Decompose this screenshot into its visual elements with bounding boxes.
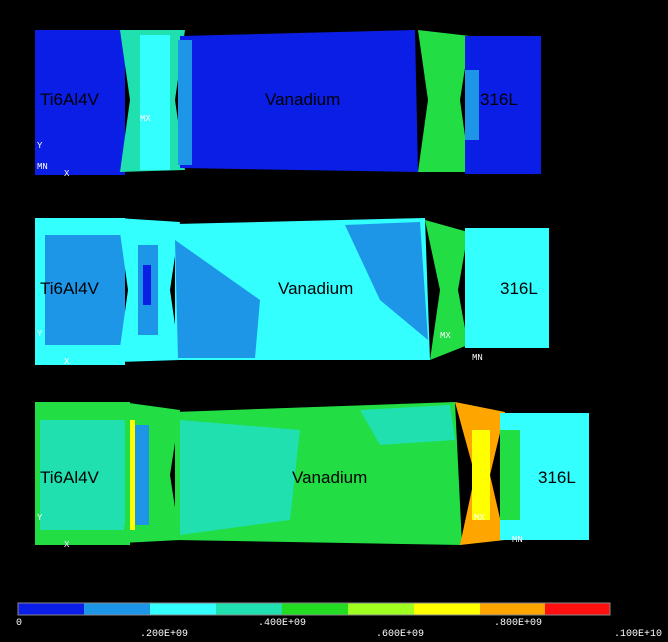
colorbar-label: .600E+09 [376,629,424,640]
color-band [216,603,282,615]
material-label: 316L [538,468,576,487]
axis-y: Y [37,329,43,339]
region [130,420,135,530]
region [143,265,151,305]
colorbar-label: .400E+09 [258,618,306,629]
region [465,228,549,348]
region [418,30,470,172]
region [178,40,192,165]
region [175,240,260,358]
region [345,222,428,340]
color-band [348,603,414,615]
region [360,405,455,445]
specimen-2: Ti6Al4V Vanadium 316L MX MN Y X [35,218,549,367]
max-marker: MX [140,114,151,124]
axis-x: X [64,540,70,550]
min-marker: MN [512,535,523,545]
region [45,235,125,345]
specimen-1: Ti6Al4V Vanadium 316L MX MN Y X [35,30,541,179]
material-label: Ti6Al4V [40,90,100,109]
region [500,430,520,520]
color-band [150,603,216,615]
axis-x: X [64,357,70,367]
min-marker: MN [472,353,483,363]
material-label: 316L [480,90,518,109]
color-band [545,603,610,615]
region [40,420,125,530]
colorbar-label: .100E+10 [614,629,662,640]
color-band [282,603,348,615]
color-band [480,603,545,615]
specimen-3: Ti6Al4V Vanadium 316L MX MN Y X [35,402,589,550]
region [465,70,479,140]
material-label: Ti6Al4V [40,468,100,487]
max-marker: MX [440,331,451,341]
color-band [414,603,480,615]
material-label: 316L [500,279,538,298]
colorbar-label: 0 [16,618,22,629]
axis-x: X [64,169,70,179]
colorbar-label: .800E+09 [494,618,542,629]
region [135,425,149,525]
colorbar: 0 .200E+09 .400E+09 .600E+09 .800E+09 .1… [16,602,662,640]
axis-y: Y [37,141,43,151]
region [35,30,125,175]
region [180,420,300,535]
region [140,35,170,170]
axis-y: Y [37,513,43,523]
max-marker: MX [474,513,485,523]
material-label: Vanadium [292,468,367,487]
material-label: Ti6Al4V [40,279,100,298]
material-label: Vanadium [278,279,353,298]
min-marker: MN [37,162,48,172]
region [472,430,490,520]
colorbar-frame [17,602,611,616]
region [180,30,418,172]
color-band [84,603,150,615]
material-label: Vanadium [265,90,340,109]
color-band [18,603,84,615]
region [425,220,468,360]
colorbar-label: .200E+09 [140,629,188,640]
